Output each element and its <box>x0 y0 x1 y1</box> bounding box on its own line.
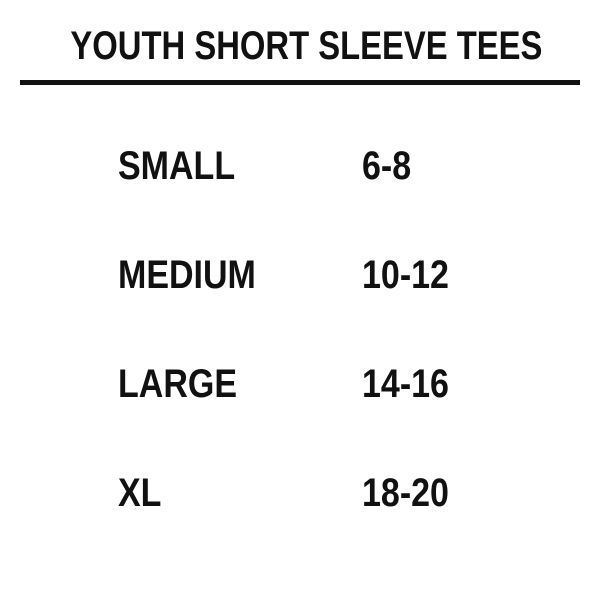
size-range: 18-20 <box>362 471 449 515</box>
size-label: MEDIUM <box>118 253 256 297</box>
size-row: LARGE 14-16 <box>0 362 600 412</box>
size-label: LARGE <box>118 362 237 406</box>
size-range: 10-12 <box>362 253 449 297</box>
size-row: XL 18-20 <box>0 471 600 521</box>
size-row: SMALL 6-8 <box>0 144 600 194</box>
size-range: 6-8 <box>362 144 412 188</box>
chart-title: YOUTH SHORT SLEEVE TEES <box>70 24 543 68</box>
size-row: MEDIUM 10-12 <box>0 253 600 303</box>
size-label: SMALL <box>118 144 236 188</box>
size-label: XL <box>118 471 162 515</box>
title-divider <box>20 80 580 85</box>
size-range: 14-16 <box>362 362 449 406</box>
